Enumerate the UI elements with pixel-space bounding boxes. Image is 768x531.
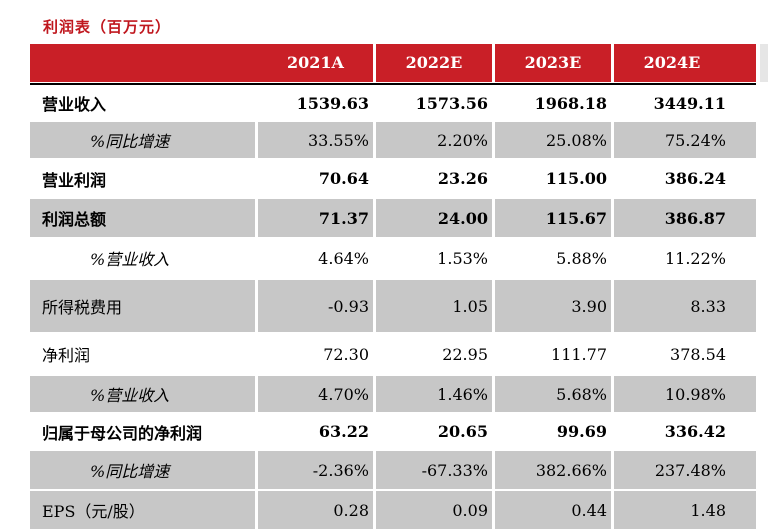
table-cell: -2.36% <box>312 460 369 480</box>
table-row: 利润总额 71.37 24.00 115.67 386.87 <box>30 199 756 237</box>
table-cell: 336.42 <box>664 422 726 441</box>
table-cell: 11.22% <box>664 248 726 268</box>
table-row: 所得税费用 -0.93 1.05 3.90 8.33 <box>30 280 756 332</box>
table-cell: 8.33 <box>690 296 726 316</box>
column-separator <box>492 451 495 489</box>
table-title: 利润表（百万元） <box>43 18 172 36</box>
row-label: %营业收入 <box>90 386 170 405</box>
table-cell: -0.93 <box>327 296 369 316</box>
column-separator <box>611 122 614 158</box>
table-cell: -67.33% <box>421 460 488 480</box>
table-cell: 237.48% <box>654 460 726 480</box>
table-cell: 33.55% <box>307 130 369 150</box>
column-separator <box>255 199 258 237</box>
row-label: 利润总额 <box>42 210 107 229</box>
table-cell: 1.48 <box>690 500 726 520</box>
table-cell: 0.09 <box>452 500 488 520</box>
table-row: EPS（元/股） 0.28 0.09 0.44 1.48 <box>30 491 756 529</box>
table-cell: 111.77 <box>551 344 607 364</box>
table-cell: 115.67 <box>545 208 607 228</box>
column-separator <box>255 491 258 529</box>
table-cell: 1968.18 <box>534 93 607 113</box>
table-cell: 22.95 <box>442 344 488 364</box>
table-cell: 99.69 <box>556 422 607 441</box>
column-separator <box>255 122 258 158</box>
table-cell: 10.98% <box>664 384 726 404</box>
column-separator <box>611 491 614 529</box>
table-row: 营业利润 70.64 23.26 115.00 386.24 <box>30 160 756 197</box>
row-label: EPS（元/股） <box>42 502 145 521</box>
table-cell: 0.44 <box>571 500 607 520</box>
table-row: %同比增速 33.55% 2.20% 25.08% 75.24% <box>30 122 756 158</box>
row-label: 净利润 <box>42 346 91 365</box>
table-cell: 3449.11 <box>653 93 726 113</box>
table-cell: 5.68% <box>556 384 607 404</box>
column-separator <box>373 280 376 332</box>
column-header-2022e: 2022E <box>405 53 463 72</box>
column-separator <box>492 376 495 412</box>
table-row: %营业收入 4.70% 1.46% 5.68% 10.98% <box>30 376 756 412</box>
column-separator <box>373 122 376 158</box>
column-separator <box>255 451 258 489</box>
column-separator <box>492 122 495 158</box>
table-cell: 1539.63 <box>296 93 369 113</box>
table-cell: 63.22 <box>318 422 369 441</box>
table-cell: 4.64% <box>318 248 369 268</box>
column-separator <box>492 199 495 237</box>
row-label: 归属于母公司的净利润 <box>42 423 203 443</box>
column-separator <box>373 451 376 489</box>
row-label: %同比增速 <box>90 462 170 481</box>
right-edge <box>760 44 768 82</box>
column-separator <box>373 376 376 412</box>
column-header-2023e: 2023E <box>524 53 582 72</box>
column-separator <box>373 199 376 237</box>
column-separator <box>255 376 258 412</box>
row-label: 营业利润 <box>42 170 107 190</box>
table-cell: 23.26 <box>437 169 488 188</box>
row-label: 所得税费用 <box>42 298 123 317</box>
table-row: 营业收入 1539.63 1573.56 1968.18 3449.11 <box>30 86 756 120</box>
column-separator <box>611 451 614 489</box>
row-label: %同比增速 <box>90 132 170 151</box>
table-cell: 386.24 <box>664 169 726 188</box>
column-header-2021a: 2021A <box>287 53 344 72</box>
table-cell: 378.54 <box>670 344 726 364</box>
table-cell: 72.30 <box>323 344 369 364</box>
column-separator <box>255 280 258 332</box>
table-cell: 24.00 <box>437 208 488 228</box>
table-cell: 1.05 <box>452 296 488 316</box>
table-cell: 1573.56 <box>415 93 488 113</box>
table-cell: 0.28 <box>333 500 369 520</box>
table-cell: 25.08% <box>545 130 607 150</box>
column-header-2024e: 2024E <box>643 53 701 72</box>
table-cell: 386.87 <box>664 208 726 228</box>
table-cell: 75.24% <box>664 130 726 150</box>
table-cell: 70.64 <box>318 169 369 188</box>
table-row: 归属于母公司的净利润 63.22 20.65 99.69 336.42 <box>30 414 756 449</box>
table-cell: 5.88% <box>556 248 607 268</box>
table-header: 2021A 2022E 2023E 2024E <box>30 44 756 82</box>
row-label: 营业收入 <box>42 95 107 114</box>
header-rule <box>30 83 756 85</box>
column-separator <box>492 280 495 332</box>
table-row: 净利润 72.30 22.95 111.77 378.54 <box>30 334 756 374</box>
row-label: %营业收入 <box>90 250 170 269</box>
table-cell: 3.90 <box>571 296 607 316</box>
table-cell: 115.00 <box>545 169 607 188</box>
table-cell: 1.46% <box>437 384 488 404</box>
column-separator <box>611 280 614 332</box>
column-separator <box>492 491 495 529</box>
table-cell: 2.20% <box>437 130 488 150</box>
table-cell: 4.70% <box>318 384 369 404</box>
table-cell: 20.65 <box>437 422 488 441</box>
column-separator <box>611 376 614 412</box>
column-separator <box>373 491 376 529</box>
table-cell: 71.37 <box>318 208 369 228</box>
table-row: %同比增速 -2.36% -67.33% 382.66% 237.48% <box>30 451 756 489</box>
table-cell: 1.53% <box>437 248 488 268</box>
column-separator <box>611 199 614 237</box>
table-row: %营业收入 4.64% 1.53% 5.88% 11.22% <box>30 239 756 277</box>
table-cell: 382.66% <box>535 460 607 480</box>
